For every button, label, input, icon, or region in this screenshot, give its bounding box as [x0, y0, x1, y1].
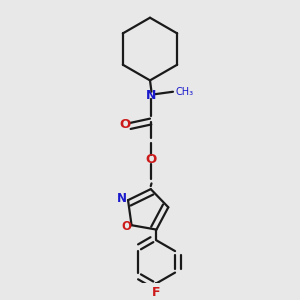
- Text: O: O: [146, 153, 157, 166]
- Text: O: O: [119, 118, 130, 131]
- Text: F: F: [152, 286, 161, 299]
- Text: N: N: [117, 192, 127, 205]
- Text: CH₃: CH₃: [176, 87, 194, 97]
- Text: N: N: [146, 89, 157, 102]
- Text: O: O: [121, 220, 131, 233]
